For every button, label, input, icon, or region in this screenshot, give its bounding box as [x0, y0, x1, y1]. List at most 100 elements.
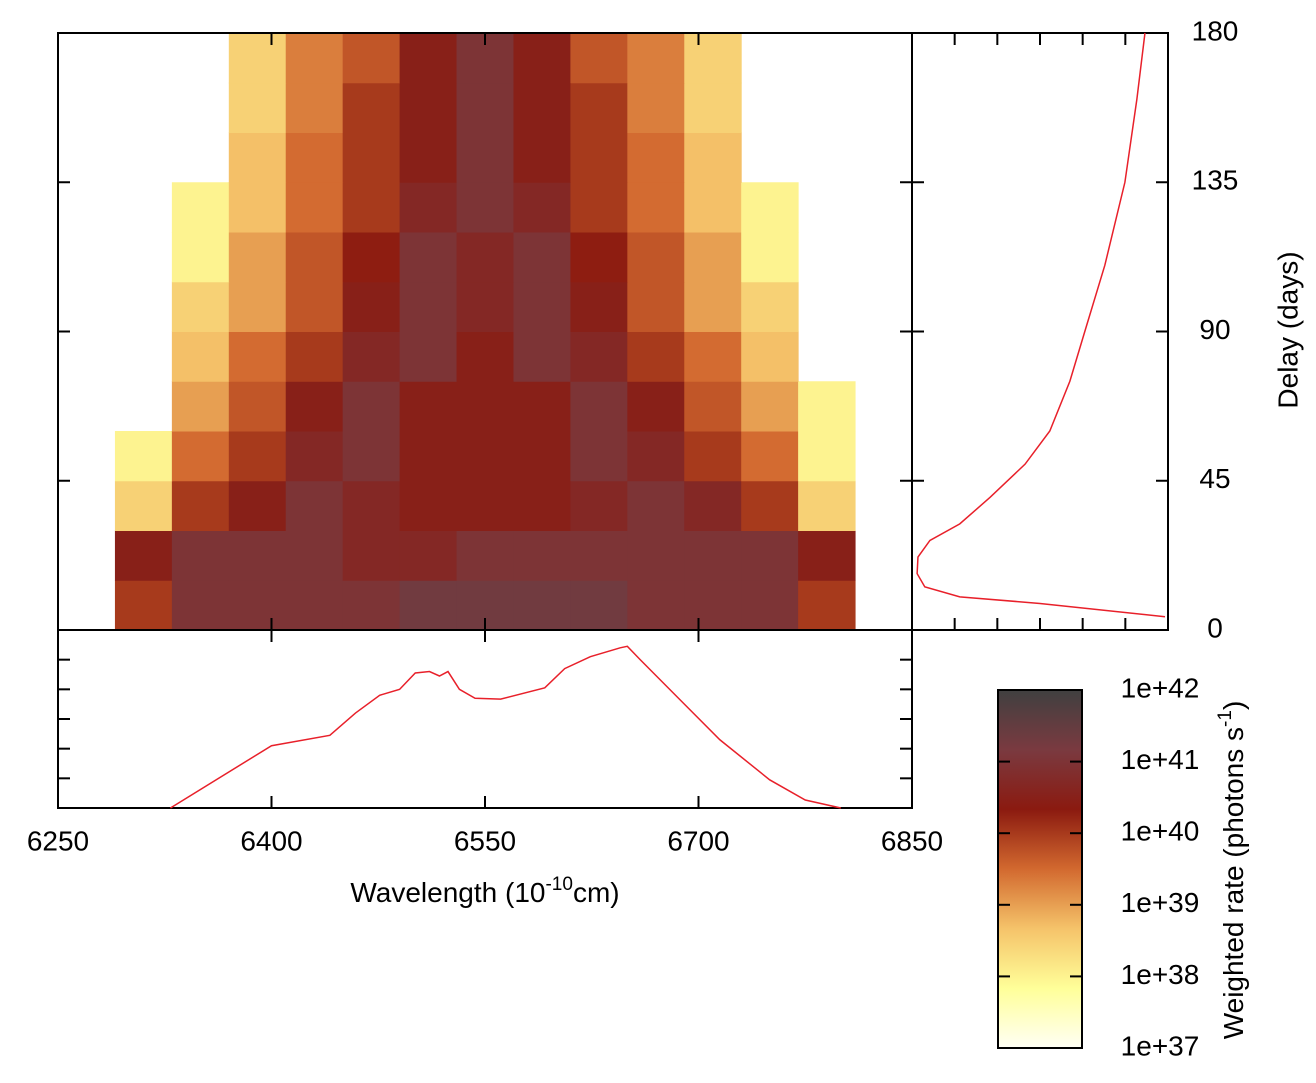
heatmap-cell: [627, 132, 685, 183]
heatmap-cell: [228, 33, 287, 84]
heatmap-cell: [456, 381, 514, 432]
colorbar-label: Weighted rate (photons s-1): [1215, 701, 1249, 1040]
heatmap-cell: [228, 82, 287, 133]
heatmap-cell: [171, 480, 230, 531]
heatmap-cell: [627, 480, 685, 531]
heatmap-cell: [684, 281, 742, 332]
heatmap-cell: [741, 480, 799, 531]
heatmap-cell: [114, 480, 173, 531]
heatmap-cell: [285, 580, 344, 631]
heatmap-cell: [513, 82, 571, 133]
heatmap-cell: [228, 281, 287, 332]
heatmap-cell: [570, 132, 628, 183]
heatmap-cell: [570, 82, 628, 133]
heatmap-cell: [228, 480, 287, 531]
heatmap-cell: [285, 182, 344, 233]
heatmap-cell: [399, 580, 458, 631]
bottom-frame: [57, 629, 913, 809]
heatmap-cell: [228, 331, 287, 382]
heatmap-cell: [228, 530, 287, 581]
heatmap-cell: [627, 82, 685, 133]
heatmap-cell: [171, 182, 230, 233]
heatmap-cell: [513, 182, 571, 233]
heatmap-cell: [513, 331, 571, 382]
heatmap-cell: [285, 33, 344, 84]
y-axis-label: Delay (days): [1272, 251, 1303, 408]
heatmap-cell: [627, 431, 685, 482]
heatmap-cell: [285, 232, 344, 283]
x-axis-label: Wavelength (10-10cm): [350, 874, 619, 908]
y-tick-label: 0: [1207, 612, 1223, 643]
heatmap-cell: [513, 580, 571, 631]
heatmap-cell: [684, 33, 742, 84]
heatmap-cell: [684, 182, 742, 233]
right-frame: [911, 32, 1169, 631]
heatmap-cell: [513, 232, 571, 283]
heatmap-cell: [342, 82, 401, 133]
heatmap-cell: [513, 132, 571, 183]
heatmap-cell: [399, 281, 458, 332]
heatmap-cell: [399, 182, 458, 233]
heatmap-cell: [456, 132, 514, 183]
profile-line: [170, 645, 841, 809]
heatmap-cell: [228, 232, 287, 283]
heatmap-cell: [171, 530, 230, 581]
heatmap-cell: [342, 580, 401, 631]
heatmap-cell: [627, 530, 685, 581]
heatmap-cell: [741, 431, 799, 482]
heatmap-cell: [513, 530, 571, 581]
colorbar-label-text: Weighted rate (photons s: [1218, 727, 1249, 1039]
heatmap-cell: [285, 132, 344, 183]
heatmap-cell: [570, 281, 628, 332]
x-tick-label: 6700: [667, 825, 729, 856]
colorbar-tick-label: 1e+41: [1121, 744, 1200, 775]
heatmap-cell: [684, 232, 742, 283]
heatmap-cell: [456, 281, 514, 332]
y-tick-label: 135: [1192, 165, 1239, 196]
heatmap-cell: [342, 331, 401, 382]
x-tick-label: 6400: [240, 825, 302, 856]
x-axis-label-suffix: cm): [573, 877, 620, 908]
heatmap-cell: [114, 530, 173, 581]
heatmap-cell: [399, 381, 458, 432]
heatmap-cell: [285, 431, 344, 482]
y-tick-label: 90: [1199, 314, 1230, 345]
heatmap-cell: [456, 431, 514, 482]
heatmap-cell: [342, 281, 401, 332]
heatmap-cell: [399, 530, 458, 581]
heatmap-cell: [627, 580, 685, 631]
heatmap-cell: [171, 232, 230, 283]
heatmap-cell: [798, 431, 856, 482]
heatmap-cell: [684, 530, 742, 581]
heatmap-cell: [399, 331, 458, 382]
heatmap-cell: [570, 480, 628, 531]
heatmap-cell: [741, 281, 799, 332]
heatmap-cell: [684, 331, 742, 382]
heatmap-cell: [627, 331, 685, 382]
heatmap-cell: [570, 182, 628, 233]
heatmap-cell: [456, 480, 514, 531]
heatmap-cell: [399, 480, 458, 531]
heatmap-cell: [456, 82, 514, 133]
heatmap-cell: [741, 580, 799, 631]
heatmap-cell: [342, 431, 401, 482]
heatmap-cell: [570, 530, 628, 581]
y-tick-label: 45: [1199, 463, 1230, 494]
heatmap-cell: [684, 431, 742, 482]
heatmap-cell: [798, 530, 856, 581]
heatmap-cell: [684, 381, 742, 432]
heatmap-cell: [171, 580, 230, 631]
colorbar: [997, 689, 1083, 1049]
x-tick-label: 6850: [881, 825, 943, 856]
heatmap-cell: [684, 580, 742, 631]
heatmap-cell: [114, 431, 173, 482]
heatmap-cell: [228, 580, 287, 631]
heatmap-cell: [342, 33, 401, 84]
heatmap-cell: [456, 232, 514, 283]
heatmap-cell: [342, 381, 401, 432]
colorbar-tick-label: 1e+42: [1121, 672, 1200, 703]
colorbar-tick-label: 1e+40: [1121, 816, 1200, 847]
heatmap-cell: [342, 480, 401, 531]
heatmap-cell: [285, 381, 344, 432]
